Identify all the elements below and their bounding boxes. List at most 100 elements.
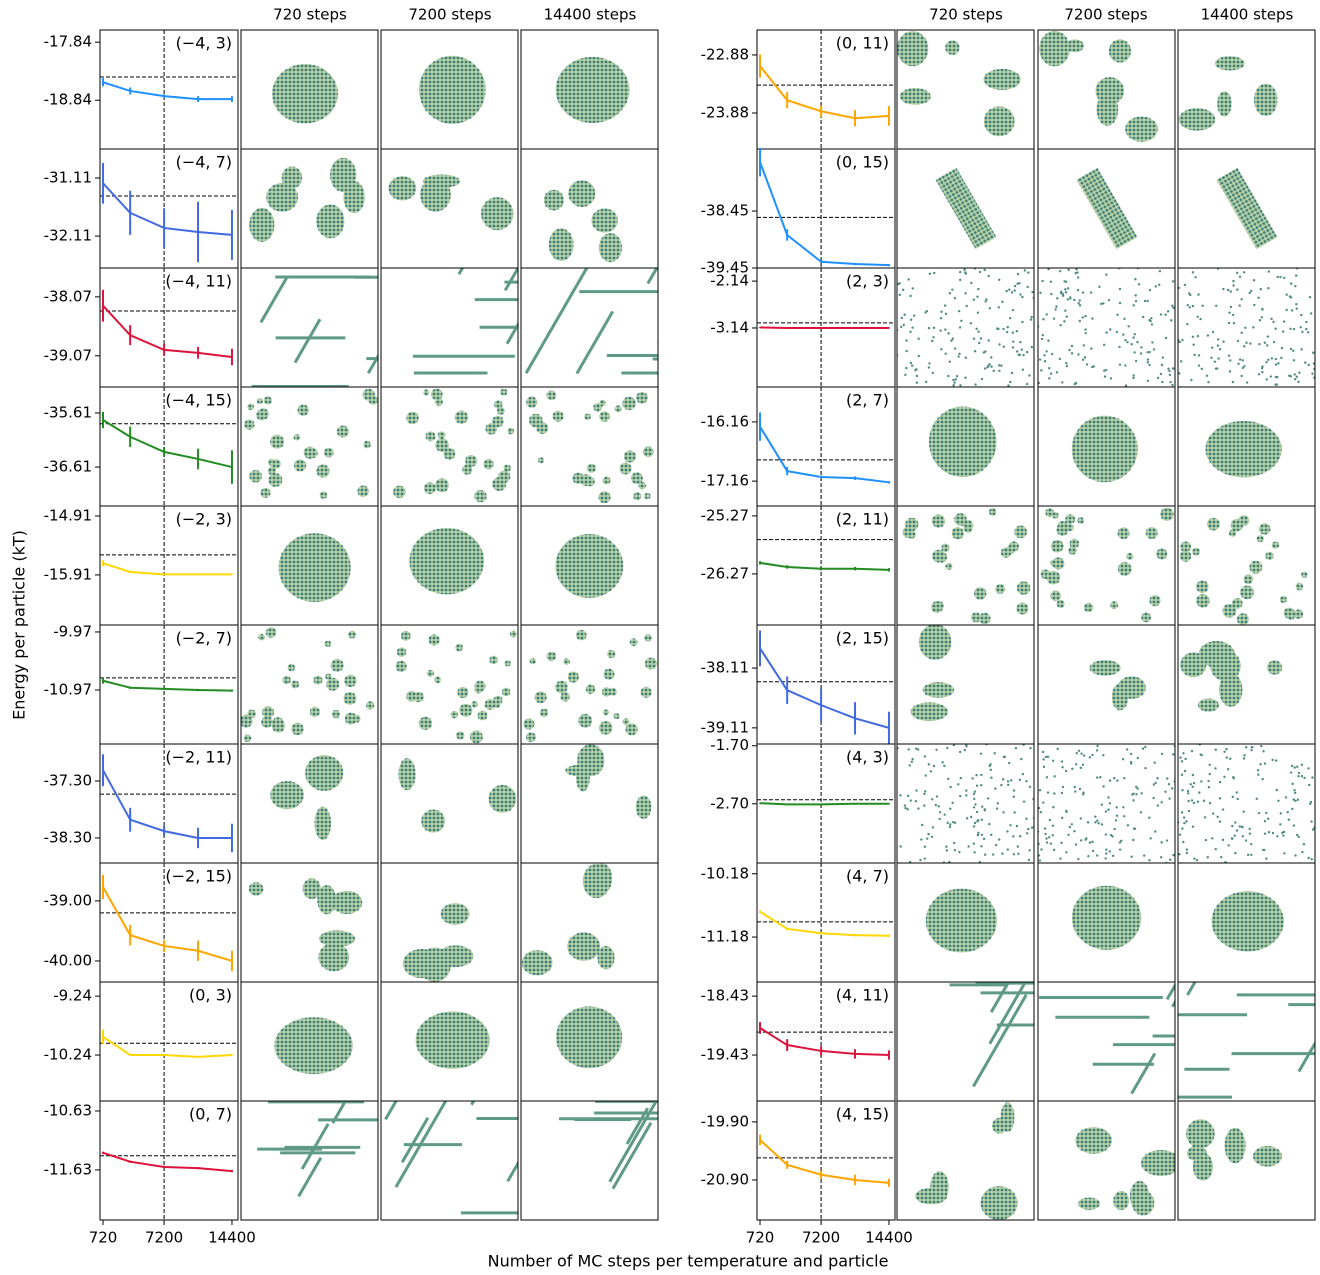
chain [470, 1101, 476, 1106]
cluster [314, 806, 332, 840]
particle [1141, 315, 1145, 319]
cluster [343, 181, 365, 214]
cluster [585, 684, 596, 694]
particle [1102, 753, 1105, 757]
chain [988, 982, 1028, 1045]
particle [927, 763, 931, 766]
particle [1293, 766, 1296, 769]
particle [1077, 302, 1080, 305]
particle [1111, 854, 1115, 858]
particle [1025, 382, 1029, 386]
particle [1061, 294, 1065, 297]
particle [964, 292, 967, 295]
particle [1160, 363, 1164, 367]
particle [1068, 348, 1071, 352]
particle [1197, 354, 1201, 357]
y-tick-label: -17.16 [701, 472, 749, 490]
particle [908, 764, 911, 767]
cluster [343, 691, 357, 705]
particle [1156, 804, 1160, 807]
cluster [507, 427, 515, 435]
cluster [395, 660, 407, 672]
cluster [485, 423, 497, 435]
particle [1235, 829, 1239, 832]
particle [1148, 318, 1151, 322]
snapshot-frame [520, 1100, 659, 1221]
snapshot-frame [520, 267, 659, 388]
cluster [931, 514, 946, 528]
particle [1056, 747, 1059, 751]
cluster [609, 687, 617, 696]
particle [1194, 276, 1197, 279]
cluster [297, 404, 309, 416]
cluster [925, 888, 997, 953]
y-tick-label: -38.11 [701, 659, 749, 677]
snapshot-frame [896, 1100, 1035, 1221]
chain [331, 1101, 348, 1124]
cluster [424, 482, 436, 495]
particle [1015, 350, 1019, 353]
cluster [488, 784, 517, 813]
particle [1159, 372, 1163, 376]
particle [1295, 375, 1298, 378]
snapshot [1071, 415, 1138, 483]
particle [1276, 376, 1279, 379]
particle [1078, 304, 1082, 307]
particle [1171, 367, 1175, 370]
particle [934, 803, 938, 807]
y-tick-label: -39.07 [44, 346, 92, 364]
particle [1241, 835, 1245, 838]
particle [1105, 331, 1108, 334]
particle [980, 845, 983, 848]
particle [1302, 842, 1306, 846]
particle [958, 270, 962, 274]
particle [1305, 320, 1308, 324]
particle [1132, 376, 1135, 380]
particle [1263, 832, 1267, 835]
particle [1146, 379, 1150, 382]
particle [1126, 824, 1130, 827]
snapshot [1178, 744, 1315, 863]
particle [991, 853, 995, 856]
cluster [268, 473, 283, 487]
particle [1078, 319, 1082, 323]
particle [1242, 757, 1246, 760]
x-tick-label: 720 [746, 1229, 775, 1247]
particle [972, 806, 976, 809]
particle [997, 327, 1000, 331]
particle [1038, 358, 1042, 361]
y-tick-label: -39.11 [701, 718, 749, 736]
particle [1181, 827, 1184, 830]
particle [1077, 749, 1081, 752]
cluster [980, 1186, 1018, 1220]
particle [1011, 331, 1015, 334]
cluster [598, 721, 613, 735]
cluster [504, 660, 511, 667]
particle [903, 804, 907, 807]
particle [1270, 317, 1273, 321]
particle [1158, 269, 1162, 273]
particle [1206, 334, 1210, 337]
particle [1249, 342, 1252, 345]
particle [1246, 381, 1249, 384]
cluster [1218, 672, 1243, 707]
cluster [1271, 541, 1280, 549]
snapshot [556, 1006, 623, 1069]
cluster [599, 411, 610, 422]
panel-frame [99, 1100, 239, 1221]
particle [1297, 775, 1300, 778]
cluster [523, 718, 535, 730]
cluster [474, 489, 487, 503]
cluster [256, 398, 263, 405]
particle [1046, 791, 1050, 794]
particle [1301, 850, 1304, 854]
particle [1232, 321, 1236, 325]
particle [1207, 779, 1210, 783]
particle [1038, 806, 1041, 810]
particle [1102, 302, 1105, 305]
cluster [1238, 515, 1250, 526]
cluster [951, 527, 964, 540]
particle [1091, 840, 1094, 844]
particle [1090, 347, 1093, 350]
panel-label: (−4, 15) [165, 391, 232, 410]
